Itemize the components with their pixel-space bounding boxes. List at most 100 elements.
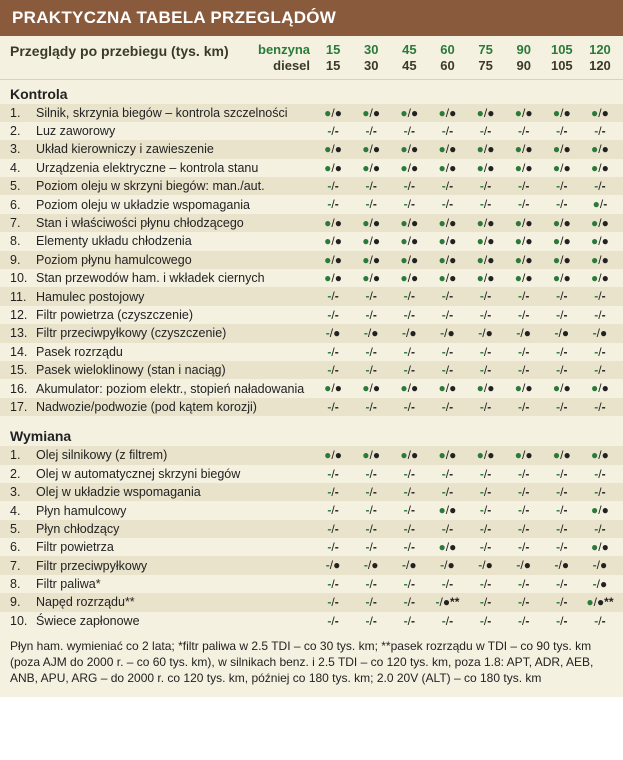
table-row: 17.Nadwozie/podwozie (pod kątem korozji)… xyxy=(0,398,623,416)
row-number: 12. xyxy=(10,308,36,322)
cell: ●/● xyxy=(428,271,466,285)
cell: ●/● xyxy=(390,216,428,230)
row-number: 1. xyxy=(10,106,36,120)
cell: -/- xyxy=(467,308,505,322)
cell: -/- xyxy=(581,179,619,193)
cell: ●/● xyxy=(581,381,619,395)
cell: ●/● xyxy=(505,161,543,175)
cell: -/- xyxy=(314,485,352,499)
row-cells: -/--/--/--/--/--/--/--/- xyxy=(314,345,619,359)
cell: -/- xyxy=(390,345,428,359)
row-cells: ●/●●/●●/●●/●●/●●/●●/●●/● xyxy=(314,142,619,156)
cell: -/- xyxy=(467,124,505,138)
row-number: 7. xyxy=(10,559,36,573)
table-row: 9.Poziom płynu hamulcowego●/●●/●●/●●/●●/… xyxy=(0,251,623,269)
cell: -/- xyxy=(505,485,543,499)
cell: -/- xyxy=(467,522,505,536)
cell: ●/● xyxy=(314,271,352,285)
row-desc: Napęd rozrządu** xyxy=(36,595,314,609)
row-number: 4. xyxy=(10,504,36,518)
cell: -/- xyxy=(467,179,505,193)
table-row: 5.Poziom oleju w skrzyni biegów: man./au… xyxy=(0,177,623,195)
cell: -/- xyxy=(314,467,352,481)
cell: ●/● xyxy=(390,448,428,462)
row-cells: -/--/--/--/--/--/--/--/- xyxy=(314,289,619,303)
cell: -/- xyxy=(581,614,619,628)
row-cells: -/●-/●-/●-/●-/●-/●-/●-/● xyxy=(314,326,619,340)
row-desc: Hamulec postojowy xyxy=(36,290,314,304)
cell: -/● xyxy=(352,558,390,572)
row-number: 13. xyxy=(10,326,36,340)
row-cells: -/--/--/--/●**-/--/--/-●/●** xyxy=(314,595,619,609)
table-row: 3.Układ kierowniczy i zawieszenie●/●●/●●… xyxy=(0,140,623,158)
row-cells: ●/●●/●●/●●/●●/●●/●●/●●/● xyxy=(314,161,619,175)
cell: -/- xyxy=(505,467,543,481)
cell: -/- xyxy=(352,485,390,499)
row-number: 11. xyxy=(10,290,36,304)
cell: -/- xyxy=(314,124,352,138)
row-desc: Pasek rozrządu xyxy=(36,345,314,359)
cell: -/- xyxy=(505,363,543,377)
cell: -/- xyxy=(390,485,428,499)
table-row: 2.Luz zaworowy-/--/--/--/--/--/--/--/- xyxy=(0,122,623,140)
interval-col: 120120 xyxy=(581,42,619,75)
table-row: 8.Filtr paliwa*-/--/--/--/--/--/--/--/● xyxy=(0,575,623,593)
row-number: 1. xyxy=(10,448,36,462)
cell: -/- xyxy=(505,540,543,554)
interval-col: 3030 xyxy=(352,42,390,75)
table-row: 4.Płyn hamulcowy-/--/--/-●/●-/--/--/-●/● xyxy=(0,501,623,519)
table-row: 3.Olej w układzie wspomagania-/--/--/--/… xyxy=(0,483,623,501)
table-row: 4.Urządzenia elektryczne – kontrola stan… xyxy=(0,159,623,177)
row-desc: Olej w układzie wspomagania xyxy=(36,485,314,499)
cell: -/- xyxy=(352,522,390,536)
row-cells: ●/●●/●●/●●/●●/●●/●●/●●/● xyxy=(314,106,619,120)
table-row: 7.Stan i właściwości płynu chłodzącego●/… xyxy=(0,214,623,232)
row-cells: ●/●●/●●/●●/●●/●●/●●/●●/● xyxy=(314,216,619,230)
title-bar: PRAKTYCZNA TABELA PRZEGLĄDÓW xyxy=(0,0,623,36)
cell: -/● xyxy=(581,558,619,572)
cell: -/- xyxy=(390,363,428,377)
cell: ●/● xyxy=(467,381,505,395)
cell: -/- xyxy=(390,577,428,591)
wymiana-rows: 1.Olej silnikowy (z filtrem)●/●●/●●/●●/●… xyxy=(0,446,623,630)
cell: -/- xyxy=(467,614,505,628)
cell: -/- xyxy=(505,197,543,211)
cell: -/- xyxy=(390,595,428,609)
cell: -/- xyxy=(352,308,390,322)
cell: -/- xyxy=(352,363,390,377)
cell: -/- xyxy=(352,503,390,517)
header-label: Przeglądy po przebiegu (tys. km) xyxy=(10,42,258,75)
cell: -/- xyxy=(581,345,619,359)
cell: ●/● xyxy=(467,234,505,248)
cell: -/● xyxy=(467,558,505,572)
cell: ●/● xyxy=(467,142,505,156)
cell: -/- xyxy=(314,363,352,377)
cell: -/- xyxy=(352,595,390,609)
cell: -/- xyxy=(505,345,543,359)
row-desc: Olej w automatycznej skrzyni biegów xyxy=(36,467,314,481)
table-container: PRAKTYCZNA TABELA PRZEGLĄDÓW Przeglądy p… xyxy=(0,0,623,697)
fuel-labels: benzyna diesel xyxy=(258,42,314,75)
table-row: 6.Filtr powietrza-/--/--/-●/●-/--/--/-●/… xyxy=(0,538,623,556)
cell: -/- xyxy=(390,614,428,628)
cell: ●/● xyxy=(581,540,619,554)
row-number: 3. xyxy=(10,485,36,499)
cell: -/- xyxy=(428,179,466,193)
cell: -/- xyxy=(505,179,543,193)
cell: -/● xyxy=(543,558,581,572)
table-row: 16.Akumulator: poziom elektr., stopień n… xyxy=(0,379,623,397)
cell: -/- xyxy=(314,614,352,628)
row-cells: ●/●●/●●/●●/●●/●●/●●/●●/● xyxy=(314,271,619,285)
cell: ●/● xyxy=(581,106,619,120)
cell: -/- xyxy=(505,577,543,591)
table-row: 8.Elementy układu chłodzenia●/●●/●●/●●/●… xyxy=(0,232,623,250)
table-row: 10.Świece zapłonowe-/--/--/--/--/--/--/-… xyxy=(0,612,623,630)
cell: -/- xyxy=(543,522,581,536)
cell: -/- xyxy=(314,595,352,609)
row-number: 17. xyxy=(10,400,36,414)
cell: -/- xyxy=(428,614,466,628)
cell: -/- xyxy=(581,308,619,322)
row-number: 8. xyxy=(10,234,36,248)
cell: -/- xyxy=(428,400,466,414)
cell: ●/● xyxy=(314,142,352,156)
